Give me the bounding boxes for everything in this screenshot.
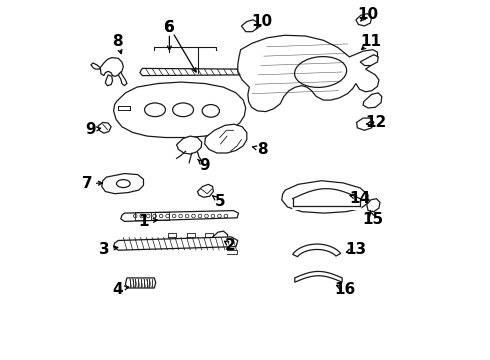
- Text: 4: 4: [112, 282, 122, 297]
- Text: 8: 8: [112, 34, 122, 49]
- Text: 8: 8: [257, 142, 268, 157]
- Ellipse shape: [145, 103, 166, 117]
- Polygon shape: [91, 63, 100, 69]
- Polygon shape: [205, 124, 247, 153]
- Text: 7: 7: [82, 176, 93, 191]
- Text: 9: 9: [86, 122, 96, 137]
- Text: 11: 11: [361, 34, 382, 49]
- Polygon shape: [360, 55, 378, 66]
- Text: 12: 12: [366, 115, 387, 130]
- Polygon shape: [293, 244, 341, 257]
- Polygon shape: [98, 122, 111, 133]
- Polygon shape: [357, 118, 374, 130]
- Polygon shape: [295, 271, 342, 282]
- Polygon shape: [114, 237, 238, 250]
- Text: 13: 13: [345, 242, 367, 257]
- Ellipse shape: [294, 57, 346, 87]
- Ellipse shape: [117, 180, 130, 188]
- Text: 10: 10: [252, 14, 273, 29]
- Text: 3: 3: [99, 242, 110, 257]
- Polygon shape: [242, 20, 258, 32]
- Polygon shape: [125, 278, 156, 288]
- Polygon shape: [356, 14, 372, 26]
- Ellipse shape: [202, 105, 220, 117]
- Polygon shape: [100, 58, 123, 76]
- Text: 6: 6: [164, 19, 175, 35]
- Ellipse shape: [172, 103, 194, 117]
- Polygon shape: [197, 184, 213, 197]
- Polygon shape: [363, 93, 382, 108]
- Polygon shape: [212, 231, 228, 244]
- Text: 2: 2: [225, 238, 236, 253]
- Polygon shape: [238, 35, 379, 112]
- Polygon shape: [367, 199, 380, 212]
- Polygon shape: [176, 136, 202, 154]
- Polygon shape: [121, 211, 239, 221]
- Text: 6: 6: [164, 19, 175, 35]
- Text: 10: 10: [357, 7, 378, 22]
- Polygon shape: [102, 174, 144, 194]
- Polygon shape: [282, 181, 368, 213]
- Text: 16: 16: [335, 282, 356, 297]
- Polygon shape: [114, 82, 245, 138]
- Text: 14: 14: [350, 190, 371, 206]
- Polygon shape: [118, 72, 127, 86]
- Text: 5: 5: [215, 194, 225, 209]
- Text: 15: 15: [362, 212, 383, 227]
- Text: 1: 1: [138, 214, 149, 229]
- Polygon shape: [105, 75, 113, 86]
- Polygon shape: [140, 68, 245, 76]
- Text: 9: 9: [199, 158, 210, 173]
